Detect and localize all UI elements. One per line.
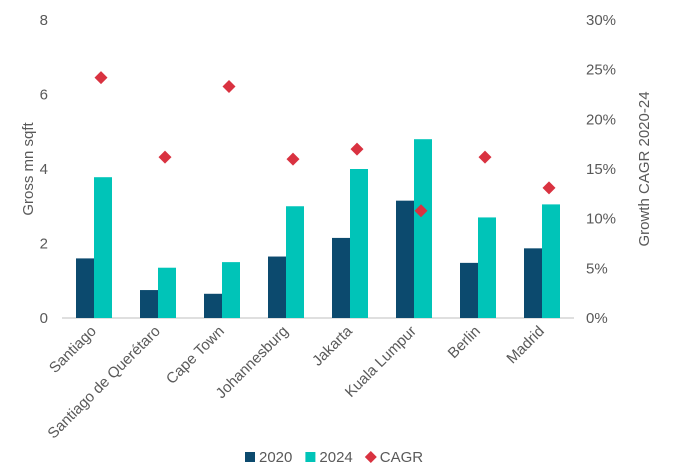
legend-label: 2020 [259,449,292,466]
bar-2020-3 [268,257,286,318]
cagr-marker-3 [287,153,300,166]
cagr-marker-4 [351,143,364,156]
y2-tick-label: 15% [586,161,616,178]
x-tick-label: Cape Town [163,323,228,388]
y2-axis-title: Growth CAGR 2020-24 [636,91,653,246]
y2-axis-tick-labels: 0% 5% 10% 15% 20% 25% 30% [586,12,616,327]
y-tick-label: 6 [40,87,48,104]
x-tick-label: Jakarta [309,322,356,369]
cagr-marker-2 [223,80,236,93]
cagr-marker-6 [479,151,492,164]
y-tick-label: 0 [40,310,48,327]
bar-2020-0 [76,258,94,318]
bar-2024-1 [158,268,176,318]
x-tick-label: Berlin [445,323,484,362]
y2-tick-label: 30% [586,12,616,29]
legend-label: CAGR [380,449,424,466]
legend-swatch-2024 [305,452,315,462]
y2-tick-label: 5% [586,260,608,277]
y-tick-label: 2 [40,236,48,253]
bar-2024-5 [414,139,432,318]
cagr-marker-7 [543,181,556,194]
y-axis-tick-labels: 0 2 4 6 8 [40,12,48,327]
x-tick-label: Santiago de Querétaro [44,323,163,442]
bar-2024-4 [350,169,368,318]
bar-2020-4 [332,238,350,318]
y2-tick-label: 20% [586,111,616,128]
y2-tick-label: 10% [586,211,616,228]
bar-2020-5 [396,201,414,318]
y2-tick-label: 0% [586,310,608,327]
y-tick-label: 8 [40,12,48,29]
bar-2024-2 [222,262,240,318]
bar-2024-7 [542,204,560,318]
bar-2024-3 [286,206,304,318]
bar-2024-6 [478,217,496,318]
legend: 2020 2024 CAGR [245,449,423,466]
bar-2020-1 [140,290,158,318]
x-tick-label: Madrid [503,323,547,367]
cagr-marker-0 [95,71,108,84]
bar-2020-7 [524,248,542,318]
bar-2020-6 [460,263,478,318]
legend-swatch-CAGR [365,451,377,463]
legend-swatch-2020 [245,452,255,462]
y-tick-label: 4 [40,161,48,178]
bar-2024-0 [94,177,112,318]
y2-tick-label: 25% [586,62,616,79]
legend-label: 2024 [319,449,352,466]
x-tick-label: Santiago [46,323,100,377]
chart-bars [76,139,560,318]
chart-markers [95,71,556,217]
cagr-marker-1 [159,151,172,164]
bar-2020-2 [204,294,222,318]
y-axis-title: Gross mn sqft [20,121,37,215]
